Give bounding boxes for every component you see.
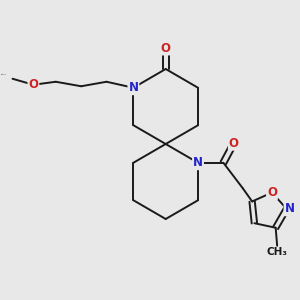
Text: N: N (193, 156, 203, 169)
Text: O: O (28, 78, 38, 91)
Text: CH₃: CH₃ (267, 247, 288, 257)
Text: O: O (229, 137, 239, 150)
Text: O: O (161, 41, 171, 55)
Text: N: N (128, 81, 138, 94)
Text: O: O (267, 186, 277, 199)
Text: N: N (284, 202, 295, 215)
Text: methoxy: methoxy (0, 74, 7, 75)
